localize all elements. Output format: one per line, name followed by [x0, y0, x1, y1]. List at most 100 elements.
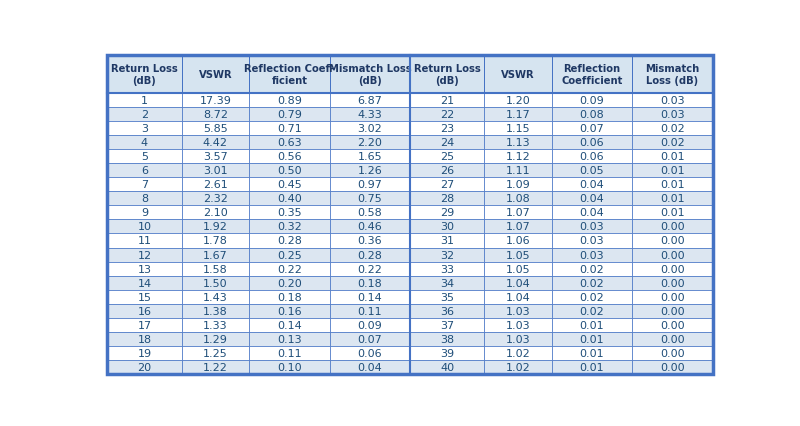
Text: 6.87: 6.87: [358, 95, 382, 106]
Text: Reflection Coef-
ficient: Reflection Coef- ficient: [245, 64, 334, 86]
Text: 1.25: 1.25: [203, 348, 228, 358]
Bar: [484, 108, 552, 122]
Bar: [484, 332, 552, 346]
Text: 0.00: 0.00: [660, 222, 685, 232]
Bar: [330, 248, 410, 262]
Text: 0.14: 0.14: [277, 320, 302, 330]
Text: 1.33: 1.33: [203, 320, 228, 330]
Text: 0.02: 0.02: [580, 278, 605, 288]
Bar: [107, 122, 182, 135]
Bar: [484, 276, 552, 290]
Bar: [632, 290, 713, 304]
Bar: [484, 192, 552, 206]
Bar: [410, 178, 484, 192]
Text: 1.50: 1.50: [203, 278, 228, 288]
Bar: [182, 276, 250, 290]
Bar: [250, 234, 330, 248]
Bar: [552, 164, 632, 178]
Bar: [484, 318, 552, 332]
Bar: [552, 318, 632, 332]
Text: 1.58: 1.58: [203, 264, 228, 274]
Text: 36: 36: [440, 306, 454, 316]
Text: 0.36: 0.36: [358, 236, 382, 246]
Bar: [484, 135, 552, 150]
Bar: [250, 332, 330, 346]
Text: 0.13: 0.13: [277, 334, 302, 344]
Bar: [250, 94, 330, 108]
Text: 0.50: 0.50: [277, 166, 302, 176]
Bar: [484, 122, 552, 135]
Text: 0.75: 0.75: [358, 194, 382, 204]
Bar: [330, 318, 410, 332]
Text: 28: 28: [440, 194, 454, 204]
Bar: [552, 346, 632, 360]
Bar: [107, 135, 182, 150]
Bar: [250, 262, 330, 276]
Bar: [484, 94, 552, 108]
Bar: [250, 290, 330, 304]
Text: 0.22: 0.22: [358, 264, 382, 274]
Bar: [632, 108, 713, 122]
Text: Reflection
Coefficient: Reflection Coefficient: [562, 64, 622, 86]
Bar: [107, 178, 182, 192]
Text: 0.01: 0.01: [660, 152, 685, 162]
Bar: [107, 94, 182, 108]
Text: 16: 16: [138, 306, 151, 316]
Bar: [632, 122, 713, 135]
Text: 0.03: 0.03: [660, 95, 685, 106]
Text: 0.02: 0.02: [580, 306, 605, 316]
Text: 20: 20: [138, 362, 151, 372]
Bar: [552, 332, 632, 346]
Bar: [250, 304, 330, 318]
Text: 1.03: 1.03: [506, 306, 530, 316]
Text: VSWR: VSWR: [198, 70, 232, 80]
Text: 23: 23: [440, 124, 454, 134]
Text: 0.08: 0.08: [580, 109, 605, 120]
Bar: [182, 135, 250, 150]
Text: 8: 8: [141, 194, 148, 204]
Text: 1.02: 1.02: [506, 362, 530, 372]
Text: 0.03: 0.03: [580, 250, 604, 260]
Text: 32: 32: [440, 250, 454, 260]
Text: 0.09: 0.09: [358, 320, 382, 330]
Text: 0.00: 0.00: [660, 264, 685, 274]
Bar: [250, 318, 330, 332]
Text: 0.01: 0.01: [580, 320, 604, 330]
Bar: [250, 276, 330, 290]
Text: 3: 3: [141, 124, 148, 134]
Bar: [632, 262, 713, 276]
Text: 26: 26: [440, 166, 454, 176]
Bar: [552, 304, 632, 318]
Text: 1.09: 1.09: [506, 180, 530, 190]
Text: 0.04: 0.04: [580, 194, 605, 204]
Bar: [410, 220, 484, 234]
Text: 1.15: 1.15: [506, 124, 530, 134]
Text: 0.97: 0.97: [358, 180, 382, 190]
Text: 1.07: 1.07: [506, 208, 530, 218]
Text: 0.02: 0.02: [580, 292, 605, 302]
Text: 2: 2: [141, 109, 148, 120]
Bar: [410, 262, 484, 276]
Bar: [410, 276, 484, 290]
Text: Return Loss
(dB): Return Loss (dB): [414, 64, 481, 86]
Text: 0.00: 0.00: [660, 236, 685, 246]
Bar: [632, 220, 713, 234]
Text: 0.09: 0.09: [580, 95, 605, 106]
Bar: [330, 276, 410, 290]
Text: 3.02: 3.02: [358, 124, 382, 134]
Text: 3.57: 3.57: [203, 152, 228, 162]
Text: 1.43: 1.43: [203, 292, 228, 302]
Text: 2.20: 2.20: [358, 138, 382, 148]
Bar: [484, 234, 552, 248]
Text: 6: 6: [141, 166, 148, 176]
Text: 0.00: 0.00: [660, 292, 685, 302]
Bar: [484, 262, 552, 276]
Text: 4.42: 4.42: [203, 138, 228, 148]
Bar: [107, 56, 182, 94]
Text: 3.01: 3.01: [203, 166, 228, 176]
Bar: [182, 304, 250, 318]
Text: 0.16: 0.16: [277, 306, 302, 316]
Bar: [552, 192, 632, 206]
Bar: [330, 206, 410, 220]
Bar: [182, 220, 250, 234]
